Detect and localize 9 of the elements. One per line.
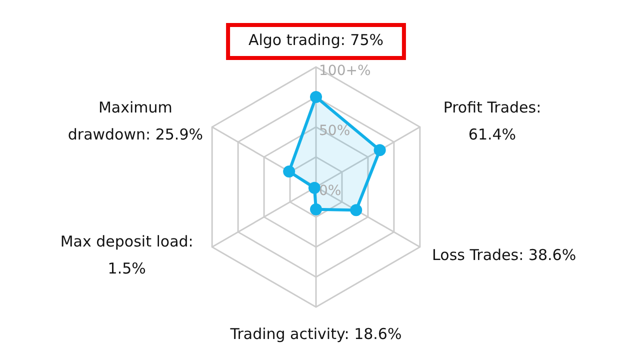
y-tick-label: 50% bbox=[319, 123, 350, 139]
y-tick-label: 100+% bbox=[319, 63, 371, 79]
spoke-label: Max deposit load: 1.5% bbox=[60, 232, 194, 278]
y-tick-label: 0% bbox=[319, 183, 342, 199]
spoke-label: Profit Trades: 61.4% bbox=[443, 98, 542, 144]
spoke-label: Algo trading: 75% bbox=[248, 31, 384, 49]
spoke-label: Loss Trades: 38.6% bbox=[432, 246, 576, 264]
spoke-label: Trading activity: 18.6% bbox=[229, 325, 402, 343]
spoke-label: Maximum drawdown: 25.9% bbox=[68, 98, 204, 144]
